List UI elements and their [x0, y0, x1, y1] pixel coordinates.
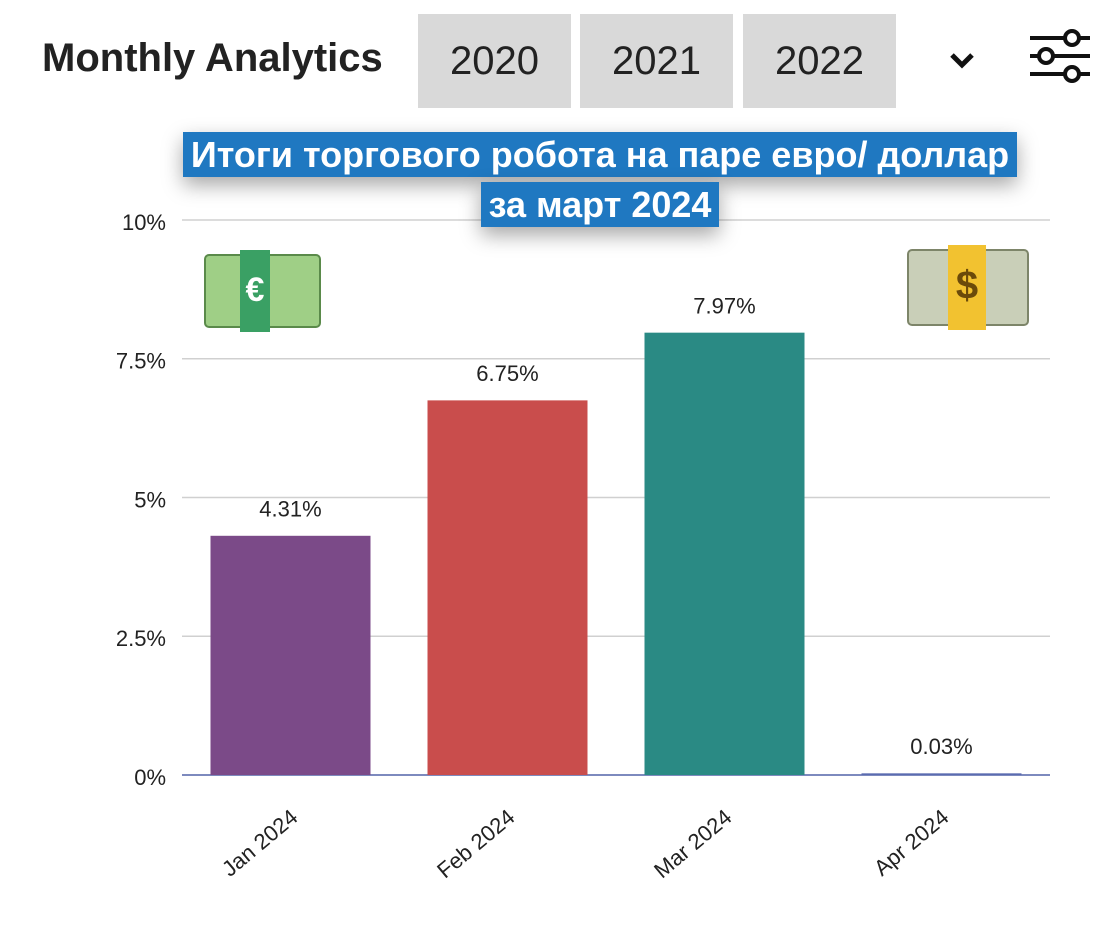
x-tick-label: Apr 2024 — [869, 804, 953, 881]
filter-icon[interactable] — [1020, 20, 1100, 90]
year-tab[interactable]: 2021 — [580, 14, 733, 108]
dropdown-chevron[interactable] — [940, 45, 984, 75]
header: Monthly Analytics 2020 2021 2022 — [0, 0, 1118, 108]
chart-title-text: Итоги торгового робота на паре евро/ дол… — [182, 132, 1018, 227]
dollar-banknote-icon: $ — [907, 245, 1029, 330]
x-tick-label: Jan 2024 — [217, 804, 302, 881]
svg-text:$: $ — [956, 264, 978, 308]
euro-banknote-icon: € — [204, 250, 321, 332]
y-tick-label: 0% — [134, 765, 166, 790]
y-tick-label: 5% — [134, 487, 166, 512]
x-tick-label: Feb 2024 — [432, 804, 519, 883]
bar — [427, 400, 588, 775]
svg-text:€: € — [246, 271, 265, 309]
bar — [210, 535, 371, 775]
data-label: 0.03% — [910, 734, 972, 759]
year-tab[interactable]: 2020 — [418, 14, 571, 108]
y-tick-label: 7.5% — [116, 349, 166, 374]
data-label: 6.75% — [476, 361, 538, 386]
bar — [644, 332, 805, 775]
year-tab[interactable]: 2022 — [743, 14, 896, 108]
x-tick-label: Mar 2024 — [649, 804, 736, 883]
bar — [861, 773, 1022, 775]
data-label: 7.97% — [693, 293, 755, 318]
y-tick-label: 2.5% — [116, 626, 166, 651]
chart-title: Итоги торгового робота на паре евро/ дол… — [170, 130, 1030, 230]
data-label: 4.31% — [259, 497, 321, 522]
header-title: Monthly Analytics — [42, 36, 383, 80]
y-tick-label: 10% — [122, 210, 166, 235]
